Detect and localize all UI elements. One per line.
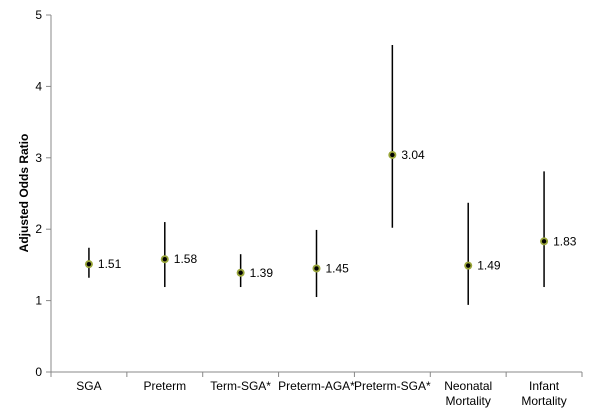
- data-label: 1.83: [553, 234, 577, 248]
- axes: [50, 15, 582, 373]
- x-category-label: Preterm-SGA*: [354, 379, 431, 393]
- point-marker: [84, 260, 93, 269]
- x-category-label: Infant Mortality: [521, 379, 566, 408]
- data-label: 1.39: [250, 266, 274, 280]
- data-labels: 1.51 1.58 1.39 1.45 3.04 1.49 1.83: [98, 148, 577, 280]
- y-tick-label: 1: [35, 294, 42, 308]
- point-marker: [388, 150, 397, 159]
- y-axis-ticks: 0 1 2 3 4 5: [35, 8, 51, 379]
- point-marker: [464, 261, 473, 270]
- x-category-label: Neonatal Mortality: [444, 379, 492, 408]
- point-marker: [160, 255, 169, 264]
- y-tick-label: 4: [35, 79, 42, 93]
- data-label: 1.45: [326, 261, 350, 275]
- x-category-label: SGA: [76, 379, 101, 393]
- point-marker: [540, 237, 549, 246]
- y-tick-label: 2: [35, 222, 42, 236]
- data-label: 3.04: [401, 148, 425, 162]
- data-label: 1.49: [477, 259, 501, 273]
- x-category-label: Preterm: [143, 379, 186, 393]
- point-markers: [84, 150, 549, 277]
- y-tick-label: 3: [35, 151, 42, 165]
- x-category-label: Preterm-AGA*: [278, 379, 355, 393]
- point-marker: [236, 268, 245, 277]
- x-category-label: Term-SGA*: [210, 379, 271, 393]
- data-label: 1.51: [98, 257, 122, 271]
- y-tick-label: 0: [35, 365, 42, 379]
- data-label: 1.58: [174, 252, 198, 266]
- y-axis-title: Adjusted Odds Ratio: [17, 134, 31, 253]
- y-tick-label: 5: [35, 8, 42, 22]
- x-axis-category-labels: SGA Preterm Term-SGA* Preterm-AGA* Preterm-S…: [50, 372, 583, 408]
- point-marker: [312, 264, 321, 273]
